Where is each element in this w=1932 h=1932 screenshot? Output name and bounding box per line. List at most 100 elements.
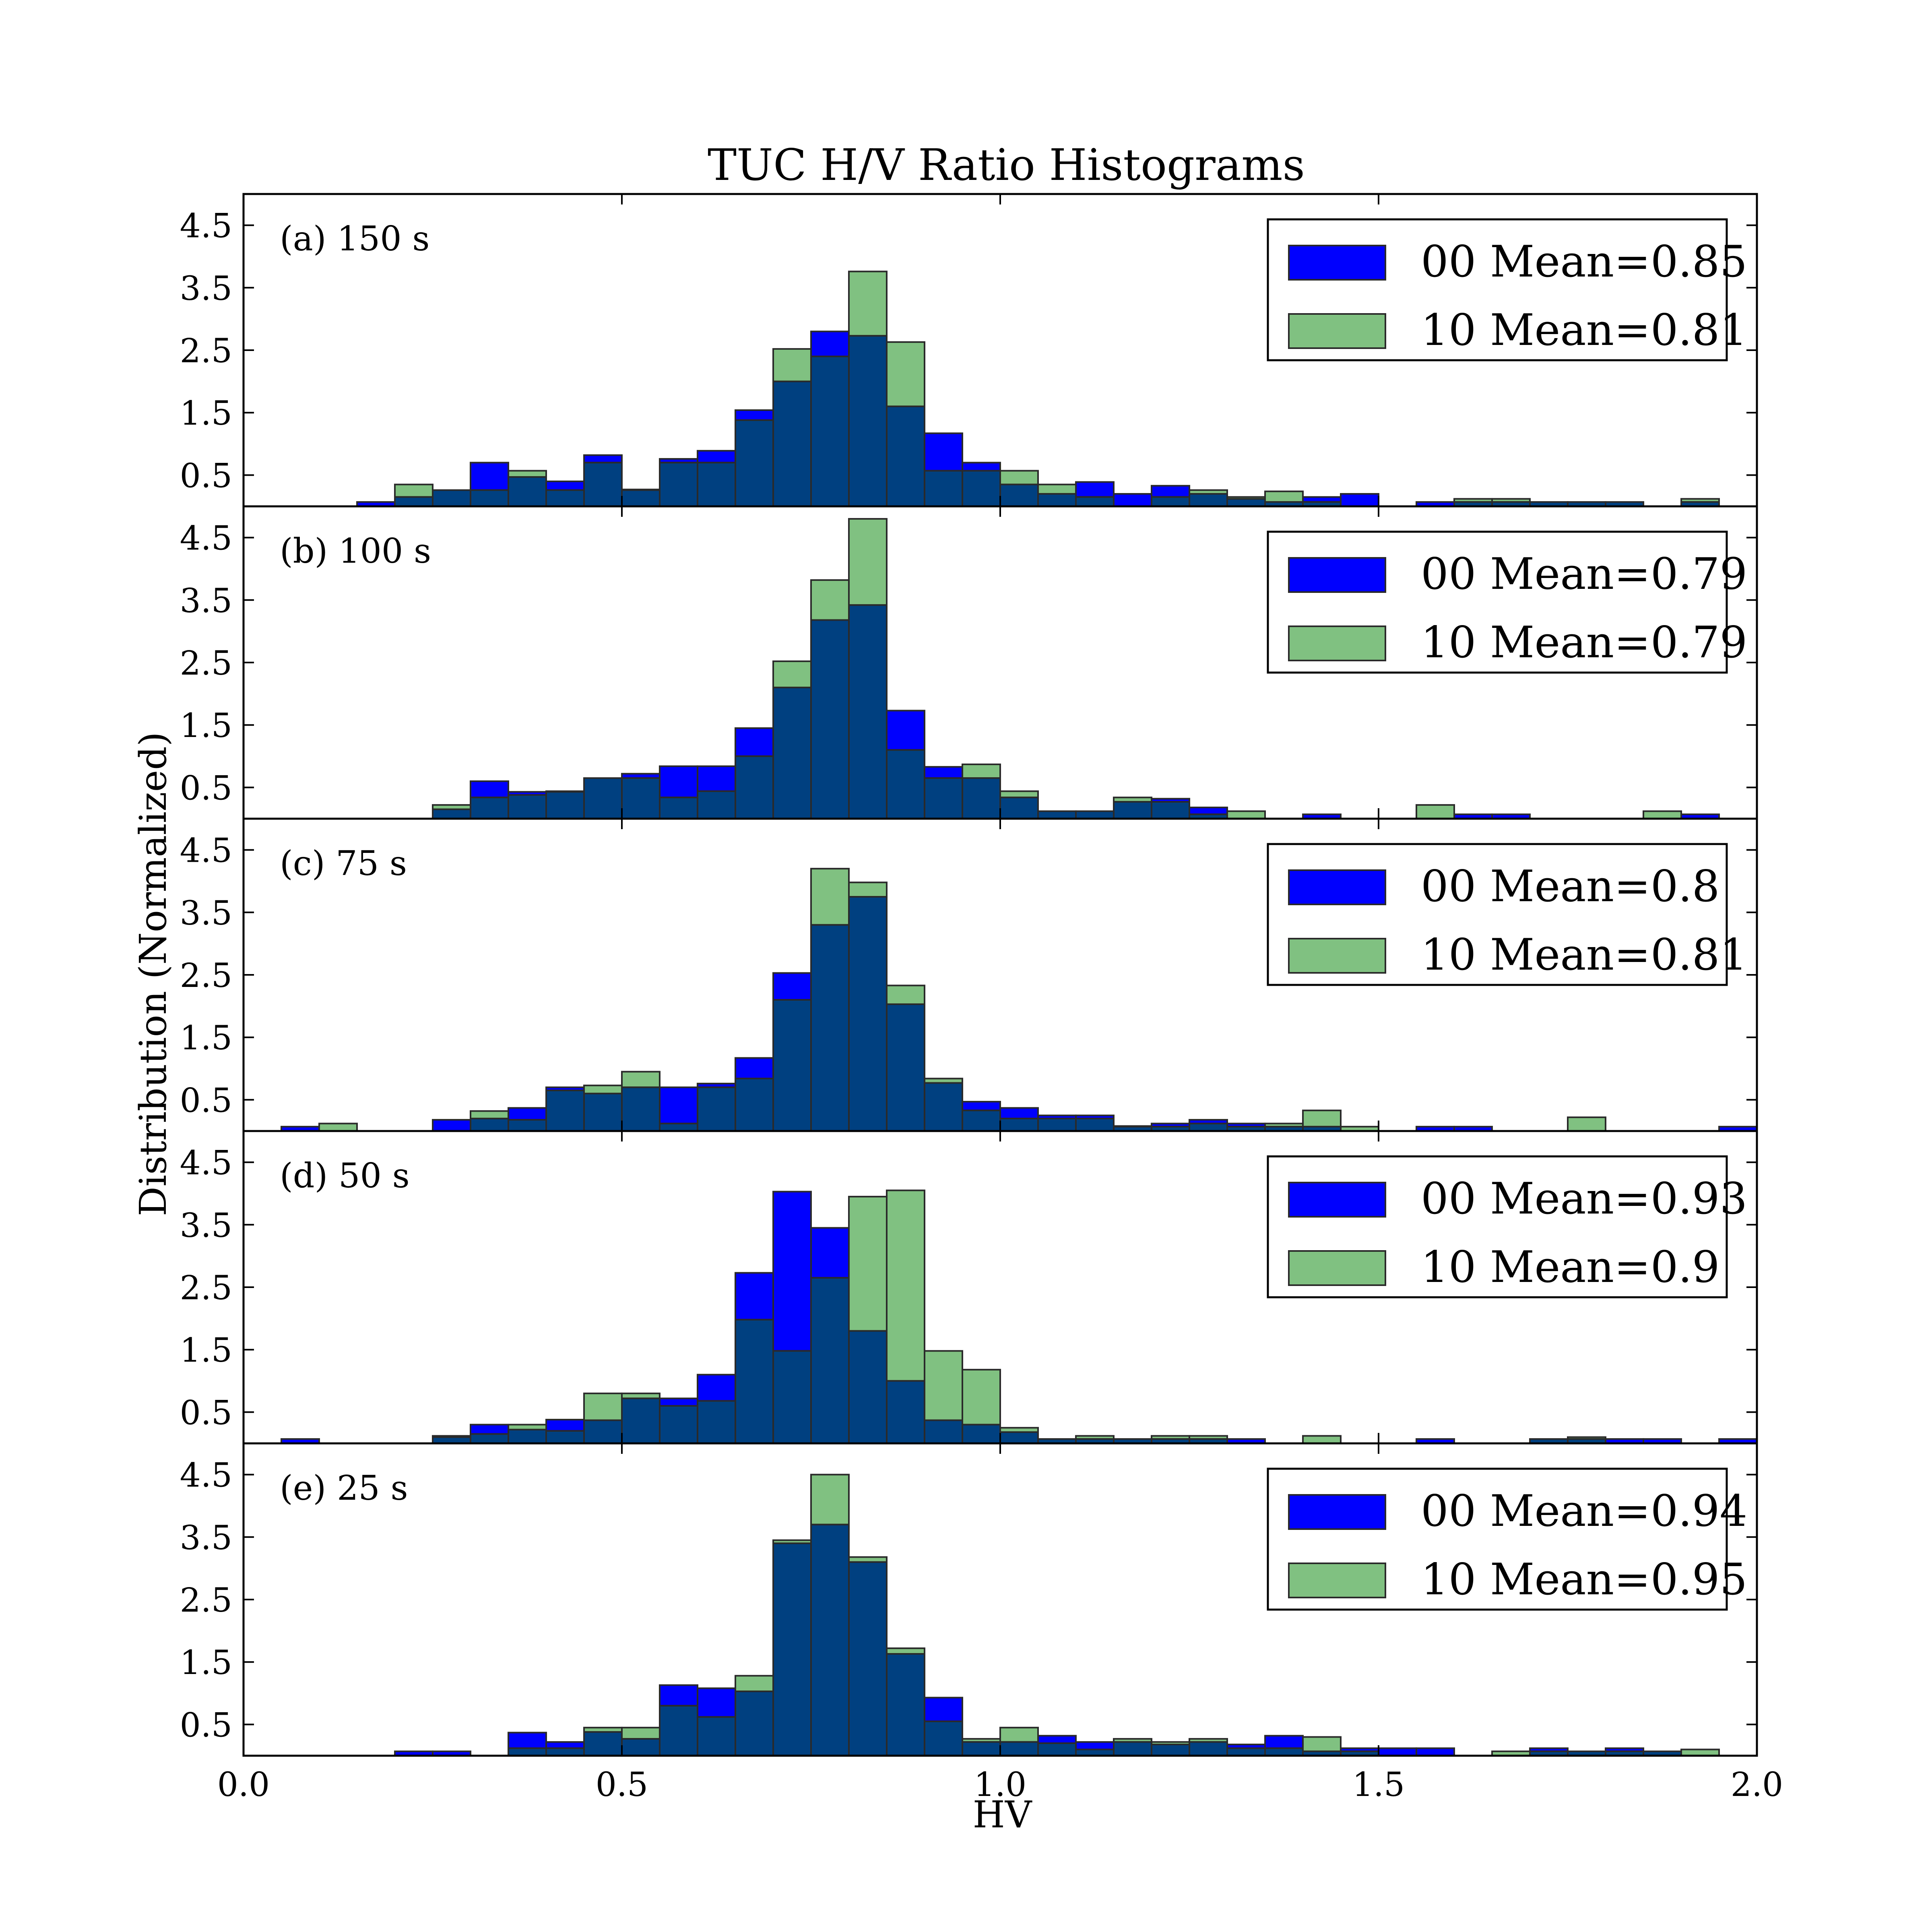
bar-overlap [545, 791, 585, 820]
bar-excess [848, 1195, 888, 1332]
bar-excess [848, 881, 888, 898]
bar-excess [1264, 1735, 1304, 1749]
bar-overlap [470, 797, 509, 820]
bar-overlap [962, 1741, 1001, 1757]
bar-overlap [470, 1117, 509, 1132]
bar-overlap [848, 1561, 888, 1757]
bar-overlap [962, 1109, 1001, 1132]
bar-overlap [1151, 801, 1190, 819]
bar-overlap [999, 1117, 1039, 1132]
bar-overlap [735, 1690, 774, 1757]
bar-excess [886, 985, 925, 1005]
bar-excess [659, 765, 698, 799]
bar-overlap [432, 489, 471, 507]
legend: 00 Mean=0.8 10 Mean=0.81 [1267, 843, 1747, 986]
bar-excess [545, 480, 585, 491]
bar-overlap [810, 1523, 850, 1757]
legend-entry: 10 Mean=0.81 [1421, 930, 1747, 980]
panel-a: 0.5 1.5 2.5 3.5 4.5 (a) 150 s 00 Mean=0.85 10 M… [180, 193, 1758, 508]
bar-excess [810, 330, 850, 357]
bar-excess [394, 483, 433, 498]
y-tick-label: 1.5 [180, 1019, 232, 1057]
bar-overlap [621, 489, 661, 507]
bar-excess [659, 1086, 698, 1125]
bar-excess [470, 1424, 509, 1435]
bar-excess [697, 1374, 736, 1402]
bar-overlap [810, 1277, 850, 1444]
bar-excess [999, 1107, 1039, 1119]
bar-overlap [999, 1741, 1039, 1757]
bar-overlap [735, 1077, 774, 1132]
bar-excess [924, 1697, 963, 1722]
bar-overlap [470, 489, 509, 507]
bar-overlap [848, 896, 888, 1132]
bar-excess [1075, 1741, 1115, 1750]
bar-excess [999, 790, 1039, 799]
bar-overlap [924, 1082, 963, 1132]
bar-excess [1340, 493, 1379, 507]
bar-excess [810, 1474, 850, 1525]
bar-excess [470, 780, 509, 799]
bar-excess [470, 462, 509, 491]
legend-swatch [1288, 625, 1386, 661]
bar-excess [432, 1119, 471, 1132]
y-tick-label: 2.5 [180, 332, 232, 370]
bar-overlap [583, 777, 623, 819]
figure-title: TUC H/V Ratio Histograms [708, 140, 1305, 190]
legend-entry: 00 Mean=0.8 [1421, 861, 1719, 912]
legend-entry: 00 Mean=0.85 [1421, 237, 1747, 287]
bar-excess [1151, 485, 1190, 498]
bar-overlap [962, 1424, 1001, 1444]
bar-excess [772, 660, 812, 689]
bar-excess [1037, 483, 1077, 495]
bar-excess [962, 1101, 1001, 1111]
bar-overlap [1075, 810, 1115, 819]
x-tick-label: 0.0 [217, 1766, 270, 1804]
bar-overlap [583, 1092, 623, 1132]
bar-overlap [697, 1716, 736, 1757]
y-tick-label: 4.5 [180, 207, 232, 246]
legend-swatch [1288, 245, 1386, 281]
y-tick-label: 3.5 [180, 582, 232, 620]
bar-excess [1189, 807, 1228, 815]
bar-overlap [810, 619, 850, 819]
x-tick-label: 1.0 [974, 1766, 1026, 1804]
bar-excess [1037, 1735, 1077, 1744]
bar-overlap [886, 1003, 925, 1132]
legend-swatch [1288, 1182, 1386, 1218]
bar-overlap [810, 924, 850, 1132]
bar-overlap [697, 1400, 736, 1445]
y-tick-label: 1.5 [180, 1644, 232, 1682]
bar-overlap [1264, 1747, 1304, 1757]
bar-excess [810, 579, 850, 621]
bar-excess [772, 972, 812, 1001]
bar-excess [924, 1350, 963, 1421]
bar-excess [810, 868, 850, 926]
bar-overlap [886, 1380, 925, 1445]
legend-entry: 10 Mean=0.95 [1421, 1554, 1747, 1605]
bar-overlap [1037, 1117, 1077, 1132]
y-tick-label: 0.5 [180, 1394, 232, 1432]
bar-overlap [621, 1397, 661, 1445]
bar-excess [508, 470, 547, 478]
bar-overlap [1037, 810, 1077, 819]
histogram-panels: 0.5 1.5 2.5 3.5 4.5 (a) 150 s 00 Mean=0.85 10 M… [180, 193, 1783, 1804]
bar-overlap [470, 1433, 509, 1444]
bar-excess [470, 1110, 509, 1119]
panel-c: 0.5 1.5 2.5 3.5 4.5 (c) 75 s 00 Mean=0.8 10 Mea… [180, 817, 1758, 1132]
bar-excess [659, 1684, 698, 1707]
bar-overlap [659, 462, 698, 507]
bar-excess [1075, 481, 1115, 498]
panel-label: (d) 50 s [280, 1156, 410, 1195]
bar-excess [735, 409, 774, 421]
bar-excess [1378, 1747, 1417, 1757]
legend-swatch [1288, 1494, 1386, 1530]
bar-excess [318, 1123, 358, 1132]
bar-excess [886, 341, 925, 407]
legend-entry: 10 Mean=0.9 [1421, 1242, 1719, 1292]
legend-swatch [1288, 1563, 1386, 1598]
bar-overlap [659, 1705, 698, 1757]
bar-overlap [1226, 498, 1266, 507]
panel-label: (e) 25 s [280, 1468, 408, 1508]
y-tick-label: 3.5 [180, 894, 232, 933]
